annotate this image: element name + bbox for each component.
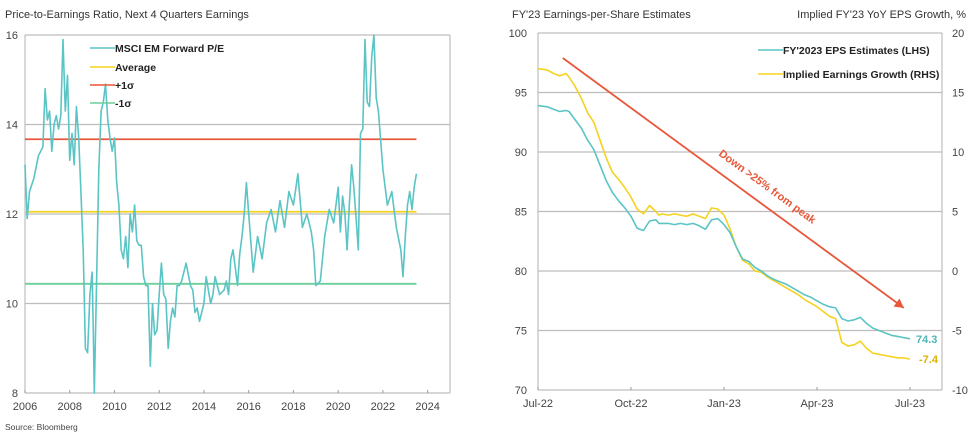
eps-y2-tick-label: 5 [952,207,958,219]
eps-x-tick-label: Jan-23 [707,398,741,410]
eps-estimates-chart: FY'23 Earnings-per-Share Estimates Impli… [509,9,968,410]
eps-x-tick-label: Jul-22 [523,398,553,410]
pe-x-tick-label: 2006 [13,401,37,413]
eps-left-y-axis: 70 75 80 85 90 95 100 [509,28,527,397]
eps-y2-tick-label: 10 [952,147,964,159]
eps-right-y-axis: -10 -5 0 5 10 15 20 [952,28,968,397]
arrow-shaft [562,57,905,309]
pe-y-tick-label: 10 [6,299,18,311]
eps-end-label: 74.3 [916,334,937,346]
legend-label-eps: FY'2023 EPS Estimates (LHS) [783,45,930,57]
pe-y-tick-label: 16 [6,30,18,42]
eps-x-axis: Jul-22 Oct-22 Jan-23 Apr-23 Jul-23 [523,387,925,410]
legend-item-pe: MSCI EM Forward P/E [90,43,224,55]
legend-item-minus1sigma: -1σ [90,98,132,110]
legend-item-average: Average [90,62,156,74]
eps-y-tick-label: 95 [515,88,527,100]
down-trend-arrow [562,57,905,309]
eps-y2-tick-label: -5 [952,326,962,338]
pe-x-tick-label: 2008 [57,401,81,413]
eps-x-tick-label: Jul-23 [895,398,925,410]
pe-x-tick-label: 2012 [147,401,171,413]
eps-y-tick-label: 75 [515,326,527,338]
pe-y-tick-label: 8 [12,388,18,400]
growth-series-line [537,67,911,360]
pe-x-tick-label: 2016 [236,401,260,413]
pe-ratio-chart: Price-to-Earnings Ratio, Next 4 Quarters… [5,9,451,432]
pe-y-axis: 8 10 12 14 16 [6,30,18,400]
eps-y2-tick-label: 0 [952,266,958,278]
eps-y-tick-label: 70 [515,385,527,397]
legend-label-growth: Implied Earnings Growth (RHS) [783,69,939,81]
legend-label-plus1sigma: +1σ [115,80,134,92]
eps-right-axis-title: Implied FY'23 YoY EPS Growth, % [797,9,966,21]
pe-y-tick-label: 14 [6,120,18,132]
legend-item-growth: Implied Earnings Growth (RHS) [758,69,939,81]
eps-y2-tick-label: 15 [952,88,964,100]
pe-series-line [24,34,418,394]
pe-legend: MSCI EM Forward P/E Average +1σ -1σ [90,43,224,110]
growth-end-label: -7.4 [919,354,939,366]
arrow-head [893,298,904,308]
eps-legend: FY'2023 EPS Estimates (LHS) Implied Earn… [758,45,939,81]
legend-item-plus1sigma: +1σ [90,80,134,92]
pe-x-tick-label: 2024 [415,401,439,413]
source-note: Source: Bloomberg [5,422,78,432]
eps-y2-tick-label: 20 [952,28,964,40]
eps-y-tick-label: 90 [515,147,527,159]
pe-x-tick-label: 2010 [102,401,126,413]
legend-item-eps: FY'2023 EPS Estimates (LHS) [758,45,930,57]
legend-label-pe: MSCI EM Forward P/E [115,43,224,55]
eps-x-tick-label: Oct-22 [614,398,647,410]
pe-x-axis: 2006 2008 2010 2012 2014 2016 2018 2020 2022 2024 [13,390,440,413]
eps-y-tick-label: 100 [509,28,527,40]
pe-y-tick-label: 12 [6,209,18,221]
eps-y-tick-label: 80 [515,266,527,278]
pe-chart-title: Price-to-Earnings Ratio, Next 4 Quarters… [5,9,249,21]
eps-x-tick-label: Apr-23 [800,398,833,410]
pe-x-tick-label: 2014 [192,401,216,413]
legend-label-average: Average [115,62,156,74]
eps-chart-title: FY'23 Earnings-per-Share Estimates [512,9,691,21]
pe-x-tick-label: 2022 [371,401,395,413]
trend-annotation: Down >25% from peak [716,148,818,227]
pe-x-tick-label: 2020 [326,401,350,413]
eps-gridlines [537,32,943,391]
eps-y-tick-label: 85 [515,207,527,219]
eps-y2-tick-label: -10 [952,385,968,397]
legend-label-minus1sigma: -1σ [115,98,132,110]
pe-x-tick-label: 2018 [281,401,305,413]
eps-series-line [537,104,911,340]
